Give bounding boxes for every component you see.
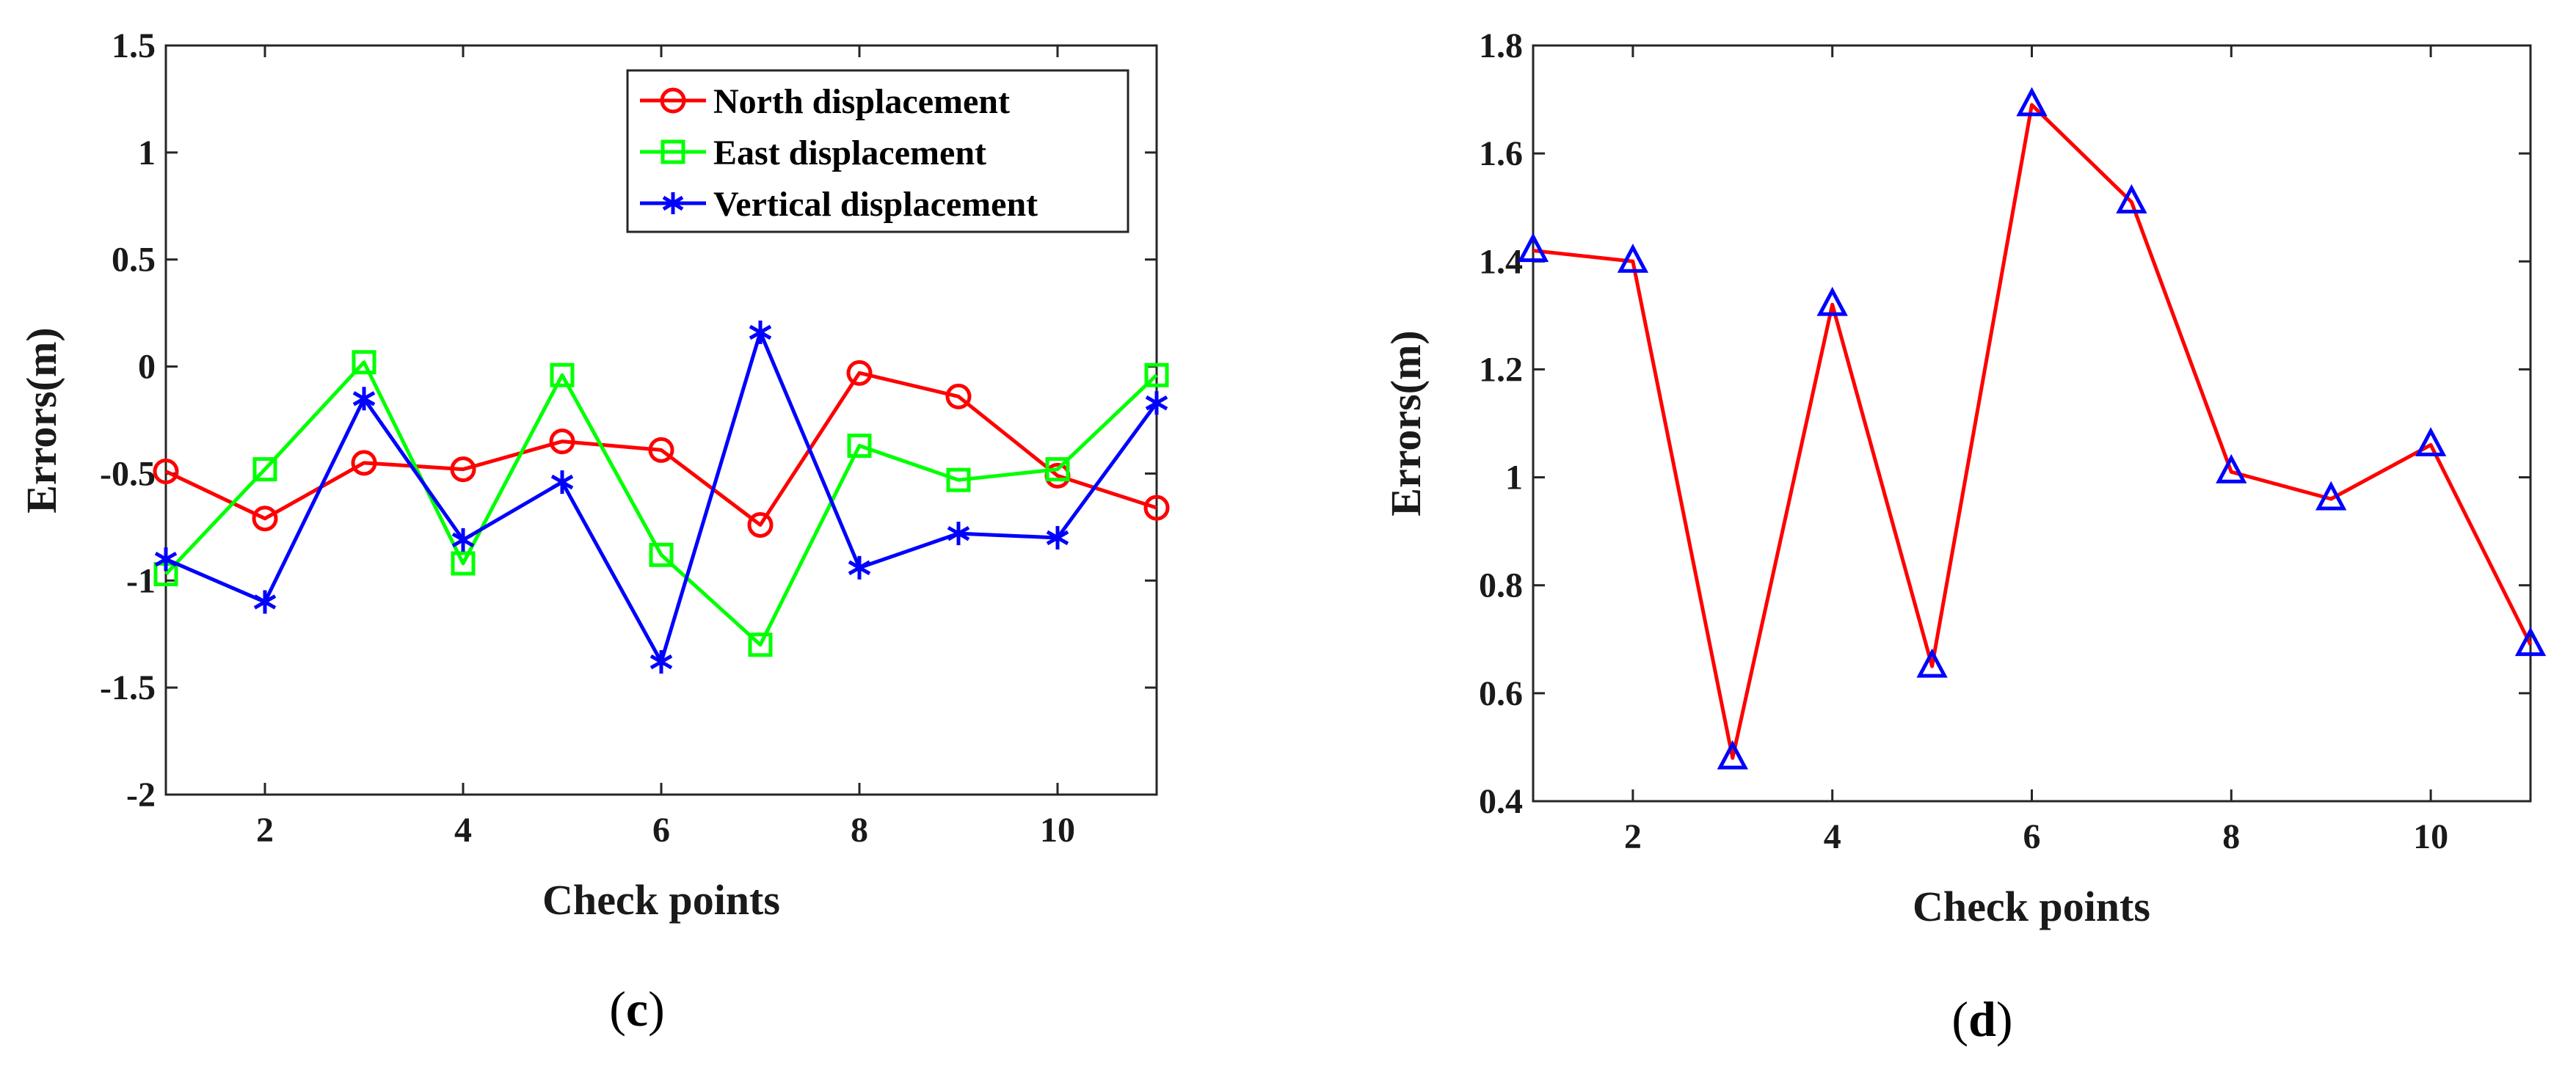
chart-d-y-tick-label: 1 bbox=[1505, 459, 1523, 497]
chart-c-data-point-circle-icon bbox=[252, 506, 278, 532]
chart-c-x-tick-label: 2 bbox=[256, 811, 274, 850]
legend-label-east: East displacement bbox=[713, 134, 986, 172]
chart-d-data-point-triangle-icon bbox=[2116, 184, 2147, 214]
chart-c-data-point-circle-icon bbox=[351, 450, 377, 476]
chart-c-ticks: -2 -1.5 -1 -0.5 0 0.5 1 1.5 2 4 6 8 10 bbox=[100, 26, 1157, 850]
chart-d-data-point-triangle-icon bbox=[2216, 453, 2247, 484]
chart-d-data-point-triangle-icon bbox=[2315, 481, 2347, 511]
chart-c-data-point-square-icon bbox=[550, 362, 575, 387]
legend-marker-east-icon bbox=[661, 139, 685, 164]
chart-d-y-tick-label: 0.4 bbox=[1479, 782, 1523, 821]
chart-c-data-point-circle-icon bbox=[945, 383, 972, 409]
chart-c-data-point-square-icon bbox=[252, 457, 277, 482]
chart-c-data-point-square-icon bbox=[1045, 457, 1070, 482]
chart-c-data-point-square-icon bbox=[649, 542, 674, 567]
chart-d-x-tick-label: 8 bbox=[2222, 817, 2240, 856]
chart-d-y-tick-label: 0.8 bbox=[1479, 566, 1523, 605]
legend-box bbox=[626, 69, 1129, 233]
chart-d-ticks: 0.4 0.6 0.8 1 1.2 1.4 1.6 1.8 2 4 6 8 10 bbox=[1479, 26, 2530, 856]
chart-c-data-point-square-icon bbox=[748, 632, 773, 657]
chart-c-data-point-asterisk-icon bbox=[650, 650, 673, 674]
chart-c-x-tick-label: 10 bbox=[1040, 811, 1075, 850]
chart-c-y-axis-label: Errors(m) bbox=[18, 327, 65, 513]
chart-c-data-point-asterisk-icon bbox=[848, 555, 871, 580]
chart-d: 0.4 0.6 0.8 1 1.2 1.4 1.6 1.8 2 4 6 8 10 Check point… bbox=[1382, 26, 2547, 1047]
chart-c-y-tick-label: -1.5 bbox=[100, 668, 156, 707]
chart-d-data-point-triangle-icon bbox=[1717, 740, 1748, 770]
chart-c-data-point-circle-icon bbox=[549, 428, 575, 455]
chart-c-data-point-asterisk-icon bbox=[1046, 525, 1069, 550]
chart-d-series bbox=[1517, 87, 2547, 770]
chart-c-data-point-asterisk-icon bbox=[352, 387, 376, 411]
chart-c-x-tick-label: 4 bbox=[454, 811, 472, 850]
chart-c-y-tick-label: -2 bbox=[126, 776, 156, 814]
chart-d-y-tick-label: 1.4 bbox=[1479, 242, 1523, 281]
legend-item-vertical: Vertical displacement bbox=[640, 185, 1038, 224]
chart-d-y-axis-label: Errors(m) bbox=[1382, 330, 1430, 516]
chart-d-y-tick-label: 0.6 bbox=[1479, 674, 1523, 713]
chart-c-data-point-asterisk-icon bbox=[947, 522, 970, 546]
chart-c-data-point-circle-icon bbox=[1143, 495, 1170, 521]
chart-c-legend: North displacement East displacement Ver… bbox=[626, 69, 1129, 233]
chart-c-data-point-asterisk-icon bbox=[1145, 391, 1168, 415]
chart-c-data-point-asterisk-icon bbox=[154, 547, 178, 572]
chart-c-series-line-1 bbox=[164, 360, 1158, 647]
chart-c-data-point-asterisk-icon bbox=[451, 528, 475, 552]
chart-c-data-point-asterisk-icon bbox=[253, 590, 277, 614]
chart-d-x-axis-label: Check points bbox=[1913, 883, 2150, 930]
legend-marker-north-icon bbox=[660, 87, 686, 114]
chart-c-data-point-square-icon bbox=[1144, 362, 1169, 387]
chart-c-data-point-asterisk-icon bbox=[550, 470, 574, 495]
chart-c-series-line-0 bbox=[164, 371, 1157, 527]
chart-d-data-point-triangle-icon bbox=[1916, 648, 1948, 678]
chart-d-x-tick-label: 4 bbox=[1824, 817, 1841, 856]
chart-c-data-point-circle-icon bbox=[747, 511, 774, 538]
chart-d-data-point-triangle-icon bbox=[2016, 87, 2048, 117]
chart-d-y-tick-label: 1.8 bbox=[1479, 26, 1523, 65]
chart-d-plot-area bbox=[1532, 44, 2532, 803]
chart-c-data-point-asterisk-icon bbox=[749, 320, 772, 344]
chart-d-x-tick-label: 10 bbox=[2413, 817, 2448, 856]
chart-d-data-point-triangle-icon bbox=[1816, 286, 1848, 316]
chart-c-caption: (c) bbox=[609, 981, 665, 1037]
legend-item-east: East displacement bbox=[640, 134, 986, 172]
chart-c-x-axis-label: Check points bbox=[542, 876, 780, 924]
chart-c-y-tick-label: 0 bbox=[138, 348, 156, 387]
chart-d-data-point-triangle-icon bbox=[1617, 243, 1649, 273]
chart-c-data-point-square-icon bbox=[847, 434, 872, 459]
chart-c-y-tick-label: 1 bbox=[138, 134, 156, 172]
chart-d-caption: (d) bbox=[1951, 991, 2012, 1047]
chart-c-y-tick-label: 1.5 bbox=[112, 26, 156, 65]
chart-c-data-point-circle-icon bbox=[450, 456, 476, 483]
legend-label-north: North displacement bbox=[713, 82, 1010, 121]
chart-c: -2 -1.5 -1 -0.5 0 0.5 1 1.5 2 4 6 8 10 North displac… bbox=[18, 26, 1170, 1037]
legend-label-vertical: Vertical displacement bbox=[713, 185, 1038, 224]
chart-c-y-tick-label: -0.5 bbox=[100, 454, 156, 493]
chart-c-data-point-circle-icon bbox=[648, 437, 674, 463]
chart-d-x-tick-label: 6 bbox=[2023, 817, 2041, 856]
chart-c-data-point-square-icon bbox=[451, 551, 476, 576]
chart-d-data-point-triangle-icon bbox=[2415, 427, 2447, 456]
chart-c-data-point-square-icon bbox=[352, 350, 376, 375]
chart-c-data-point-circle-icon bbox=[153, 459, 179, 485]
chart-c-data-point-circle-icon bbox=[846, 360, 873, 386]
chart-c-series bbox=[153, 320, 1170, 674]
chart-c-x-tick-label: 8 bbox=[851, 811, 868, 850]
chart-d-data-point-triangle-icon bbox=[2514, 627, 2547, 657]
legend-marker-vertical-icon bbox=[662, 192, 684, 214]
chart-c-data-point-square-icon bbox=[946, 467, 971, 492]
chart-c-x-tick-label: 6 bbox=[652, 811, 670, 850]
chart-d-series-line-0 bbox=[1532, 103, 2533, 760]
chart-c-y-tick-label: -1 bbox=[126, 561, 156, 600]
chart-d-data-point-triangle-icon bbox=[1517, 233, 1549, 263]
chart-d-y-tick-label: 1.6 bbox=[1479, 134, 1523, 173]
chart-d-y-tick-label: 1.2 bbox=[1479, 350, 1523, 389]
legend-item-north: North displacement bbox=[640, 82, 1010, 121]
chart-c-y-tick-label: 0.5 bbox=[112, 241, 156, 280]
chart-d-x-tick-label: 2 bbox=[1624, 817, 1642, 856]
